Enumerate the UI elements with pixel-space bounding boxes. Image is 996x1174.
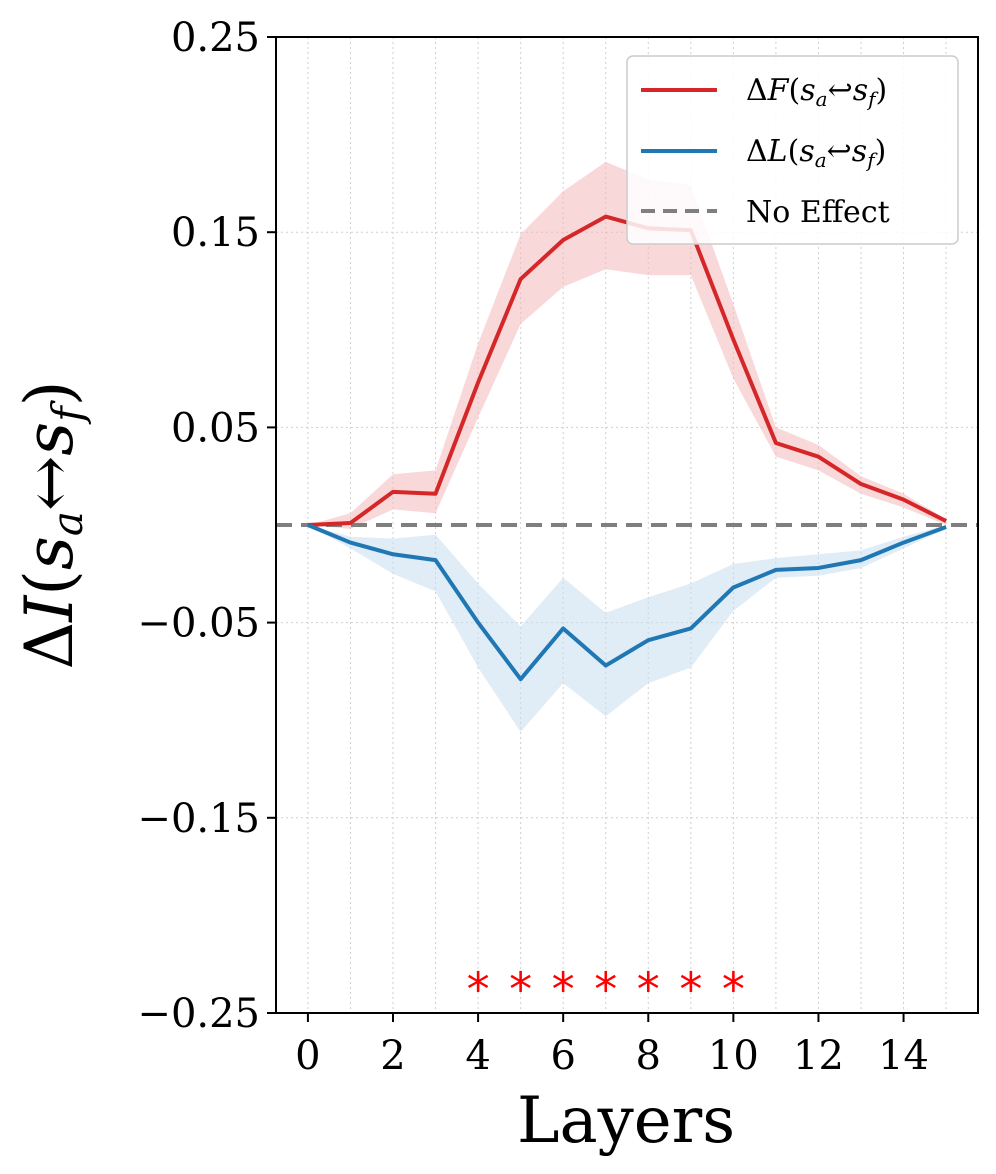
x-tick-label: 10 [708, 1033, 759, 1079]
y-tick-label: −0.15 [137, 796, 260, 842]
legend-box [626, 55, 959, 245]
y-axis-title: ΔI(sa↔sf) [11, 381, 92, 670]
x-tick-label: 0 [295, 1033, 320, 1079]
plot-area-frame [275, 36, 979, 1014]
confidence-band-series-1 [307, 525, 947, 732]
x-tick-label: 12 [793, 1033, 844, 1079]
x-axis-ticks: 0 2 4 6 8 10 12 14 [295, 1013, 929, 1079]
y-tick-label: 0.25 [171, 15, 260, 61]
x-tick-label: 2 [380, 1033, 405, 1079]
significance-markers: * * * * * * * [467, 963, 745, 1017]
y-tick-label: 0.15 [171, 210, 260, 256]
y-axis-ticks: 0.25 0.15 0.05 −0.05 −0.15 −0.25 [137, 15, 276, 1037]
y-tick-label: −0.05 [137, 601, 260, 647]
y-tick-label: 0.05 [171, 405, 260, 451]
x-tick-label: 14 [878, 1033, 929, 1079]
significance-star: * [637, 963, 660, 1017]
significance-star: * [594, 963, 617, 1017]
x-tick-label: 4 [465, 1033, 490, 1079]
confidence-band-series-0 [307, 161, 947, 529]
significance-star: * [467, 963, 490, 1017]
confidence-bands [307, 161, 947, 732]
significance-star: * [552, 963, 575, 1017]
significance-star: * [679, 963, 702, 1017]
legend-label-no-effect: No Effect [746, 195, 890, 230]
significance-star: * [509, 963, 532, 1017]
series-line-1 [307, 523, 947, 682]
legend: ΔF(sa↩sf) ΔL(sa↩sf) No Effect [626, 55, 959, 245]
x-axis-title: Layers [517, 1084, 735, 1158]
significance-star: * [722, 963, 745, 1017]
y-tick-label: −0.25 [137, 991, 260, 1037]
legend-label-l: ΔL(sa↩sf) [746, 134, 886, 172]
legend-label-f: ΔF(sa↩sf) [746, 73, 887, 111]
x-tick-label: 8 [636, 1033, 661, 1079]
x-tick-label: 6 [550, 1033, 575, 1079]
